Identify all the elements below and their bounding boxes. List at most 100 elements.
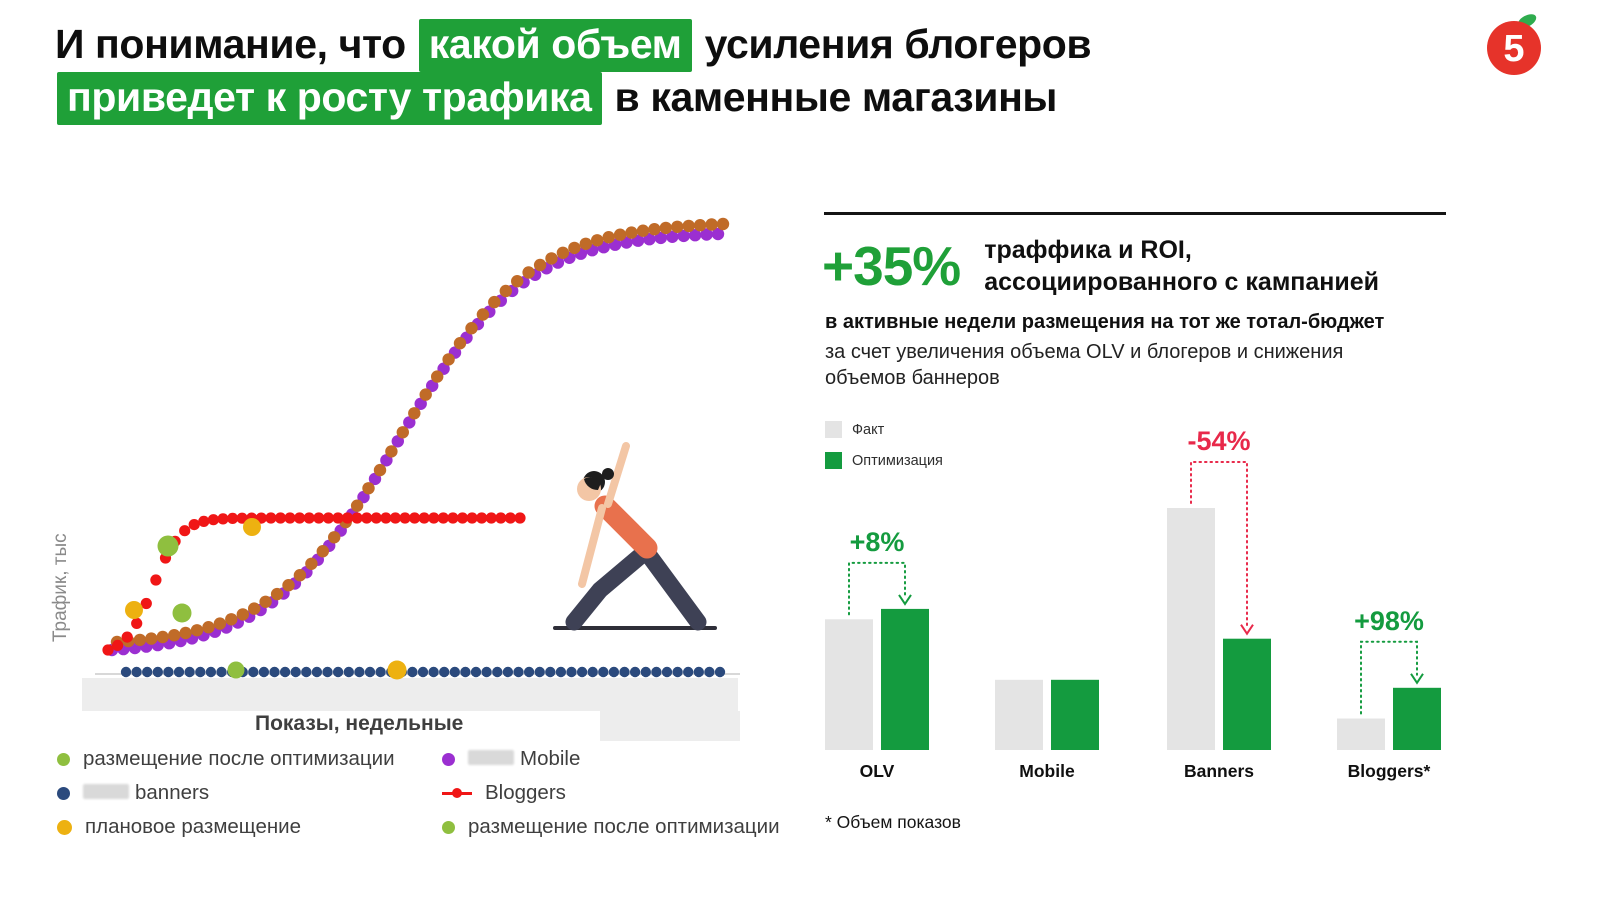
series-dot	[332, 512, 344, 524]
green-square-icon	[825, 452, 842, 469]
series-dot	[504, 512, 516, 524]
title-line-2: приведет к росту трафика в каменные мага…	[55, 71, 1455, 126]
placement-marker	[157, 535, 179, 557]
series-dot	[305, 557, 318, 570]
series-dot	[370, 512, 382, 524]
redacted-axis-area	[82, 678, 738, 711]
series-dot	[499, 284, 512, 298]
placement-marker	[387, 660, 407, 680]
series-dot	[514, 512, 526, 524]
legend-label: размещение после оптимизации	[468, 815, 780, 838]
series-dot	[608, 666, 620, 678]
series-dot	[202, 621, 215, 634]
series-dot	[248, 666, 259, 678]
series-dot	[328, 531, 341, 544]
purple-dot-icon	[442, 752, 455, 766]
series-dot	[163, 666, 174, 678]
series-dot	[576, 666, 588, 678]
series-dot	[343, 666, 354, 678]
legend-label: Оптимизация	[852, 452, 943, 469]
series-dot	[364, 666, 376, 678]
series-dot	[602, 231, 615, 244]
redacted-brand	[468, 750, 514, 765]
arrow-down-icon	[1240, 624, 1254, 636]
bar-fact	[1337, 718, 1385, 750]
series-dot	[513, 666, 524, 678]
series-dot	[465, 322, 478, 335]
series-dot	[470, 666, 482, 678]
legend-label: размещение после оптимизации	[83, 747, 395, 770]
series-dot	[437, 512, 449, 524]
series-dot	[133, 633, 147, 647]
series-dot	[140, 597, 152, 610]
series-dot	[428, 666, 439, 678]
section-divider	[824, 212, 1446, 215]
series-dot	[545, 666, 556, 678]
series-dot	[449, 666, 460, 678]
series-dot	[705, 218, 718, 231]
legend-item-mobile: Mobile	[442, 747, 780, 771]
series-dot	[173, 666, 185, 678]
series-dot	[460, 666, 471, 678]
series-dot	[447, 512, 459, 524]
series-dot	[145, 632, 158, 645]
logo-circle	[1487, 21, 1541, 75]
series-dot	[248, 602, 261, 615]
series-dot	[213, 617, 227, 630]
placement-marker	[172, 603, 192, 623]
series-dot	[269, 666, 280, 678]
yoga-hair-bun	[602, 468, 614, 480]
series-dot	[431, 370, 444, 383]
series-dot	[643, 233, 656, 246]
placement-markers	[125, 518, 407, 680]
series-dot	[700, 228, 713, 241]
series-dot	[466, 512, 478, 524]
arrow-down-icon	[898, 594, 912, 606]
series-dot	[403, 416, 416, 429]
legend-item-planned: плановое размещение	[57, 815, 442, 839]
series-dot	[619, 666, 630, 678]
series-dot	[511, 275, 524, 288]
series-dot	[303, 512, 315, 524]
series-dot	[522, 266, 535, 279]
series-dot	[156, 630, 169, 644]
slide-title: И понимание, что какой объем усиления бл…	[55, 18, 1455, 126]
bar-chart-legend: Факт Оптимизация	[825, 421, 943, 483]
yoga-hair-front	[584, 477, 601, 491]
series-dot	[426, 379, 439, 392]
series-dot	[453, 337, 467, 350]
series-dot	[419, 388, 432, 401]
pyaterochka-logo: 5	[1487, 14, 1541, 75]
bar-annotation-label: -54%	[1187, 426, 1250, 456]
series-dot	[227, 512, 239, 524]
series-dot	[481, 666, 492, 678]
series-dot	[648, 223, 661, 236]
series-dot	[207, 514, 219, 526]
series-dot	[442, 353, 455, 366]
series-dot	[677, 229, 690, 243]
series-dot	[456, 512, 469, 524]
series-dot	[409, 512, 421, 524]
legend-item-bloggers: Bloggers	[442, 781, 780, 805]
response-curves-chart: Трафик, тыс Показы, недельные	[50, 217, 740, 741]
series-dot	[354, 666, 365, 678]
logo-digit: 5	[1503, 28, 1524, 70]
legend-label: banners	[83, 781, 209, 805]
title-text: усиления блогеров	[693, 21, 1092, 67]
series-dot	[693, 219, 707, 232]
series-dot	[533, 258, 547, 272]
bar-category-label: Bloggers*	[1348, 761, 1431, 781]
placement-marker	[125, 601, 143, 619]
series-dot	[121, 631, 133, 643]
series-dot	[661, 666, 673, 678]
series-dot	[152, 666, 163, 678]
yoga-back-leg	[636, 541, 707, 631]
bar-fact	[825, 619, 873, 750]
legend-item-optimized-2: размещение после оптимизации	[442, 815, 780, 839]
gray-square-icon	[825, 421, 842, 438]
series-dot	[282, 579, 295, 592]
series-dot	[672, 666, 683, 678]
series-dot	[407, 666, 418, 678]
series-dot	[555, 666, 567, 678]
series-dot	[217, 513, 229, 525]
